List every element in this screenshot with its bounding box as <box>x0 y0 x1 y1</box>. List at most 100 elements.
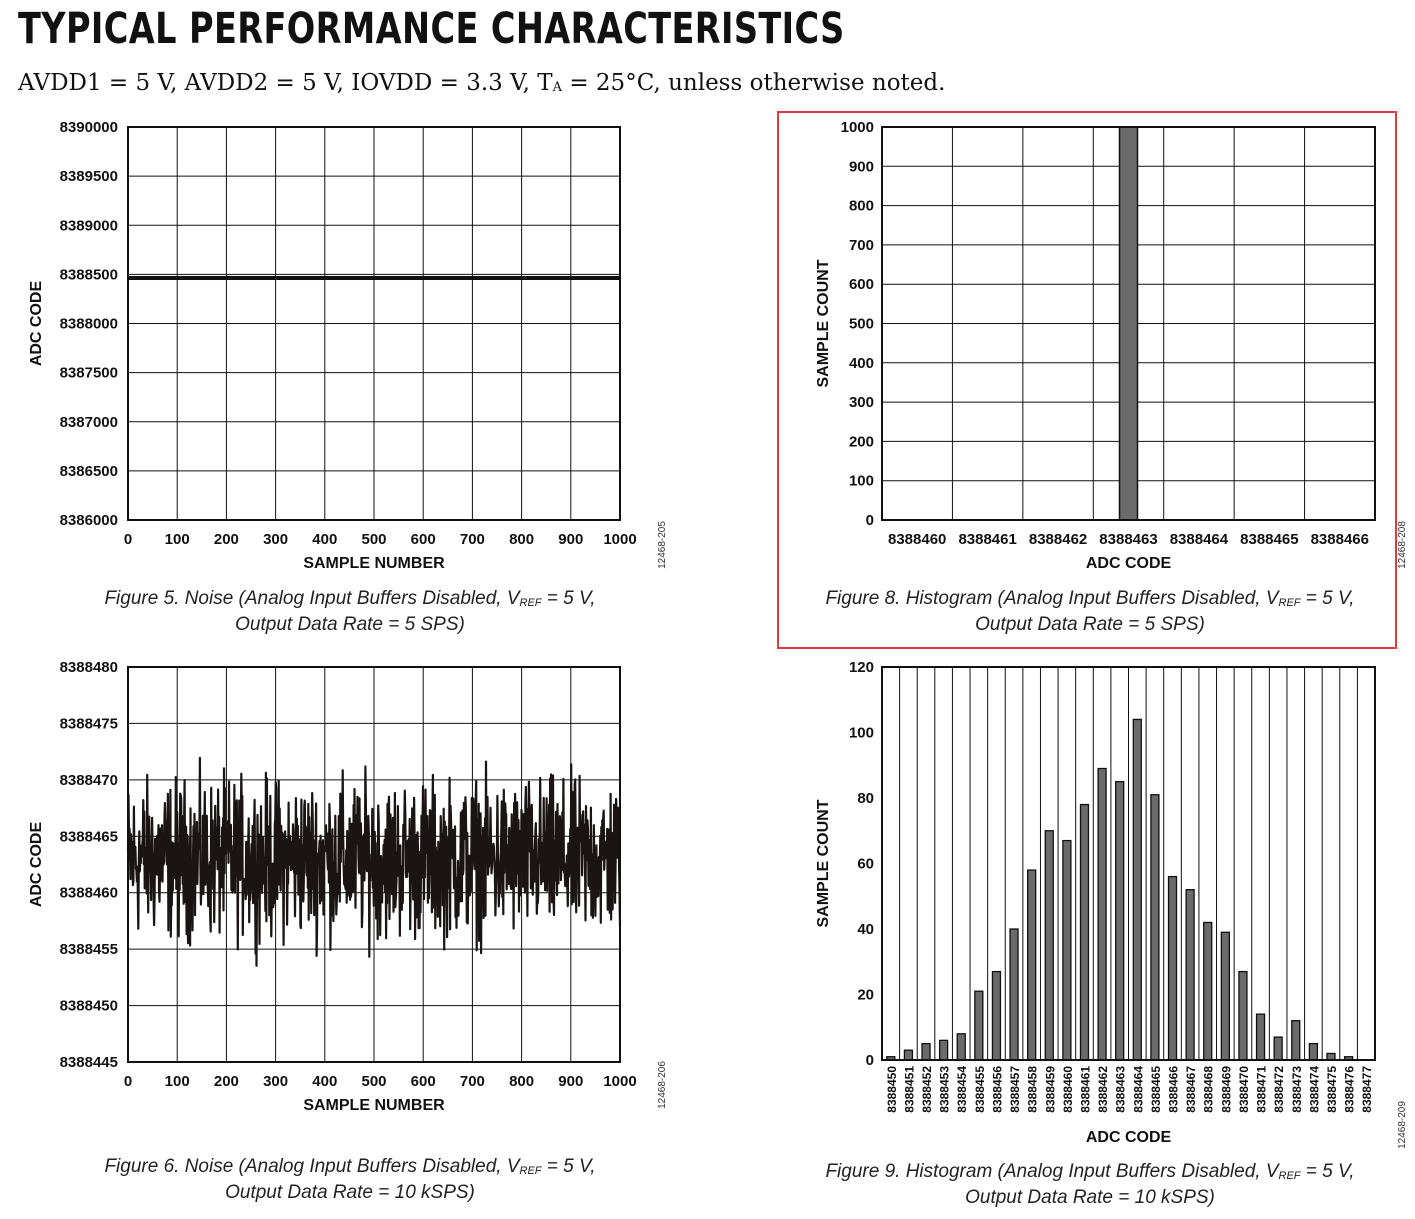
caption-fig6-line2: Output Data Rate = 10 kSPS) <box>225 1182 475 1203</box>
fig8-y-tick-label: 700 <box>849 237 874 254</box>
fig9-x-tick-label: 8388466 <box>1167 1066 1181 1113</box>
fig5-figure-id: 12468-205 <box>657 521 668 569</box>
fig8-x-tick-label: 8388464 <box>1170 531 1229 548</box>
fig9-bar <box>938 1039 949 1061</box>
caption-fig5: Figure 5. Noise (Analog Input Buffers Di… <box>40 587 660 637</box>
fig5-x-tick-label: 0 <box>124 531 132 548</box>
fig8-x-tick-label: 8388466 <box>1311 531 1369 548</box>
conditions-part1: AVDD1 = 5 V, AVDD2 = 5 V, IOVDD = 3.3 V,… <box>18 70 553 96</box>
caption-fig9-prefix: Figure 9. Histogram (Analog Input Buffer… <box>825 1161 1279 1182</box>
fig8-figure-id: 12468-208 <box>1397 521 1408 569</box>
fig9-x-tick-label: 8388474 <box>1307 1066 1321 1113</box>
fig9-x-tick-label: 8388461 <box>1078 1066 1092 1113</box>
fig5-x-tick-label: 100 <box>165 531 190 548</box>
fig6-y-tick-label: 8388450 <box>60 998 118 1015</box>
caption-fig8-suffix: = 5 V, <box>1300 588 1355 609</box>
fig9-bar <box>1185 889 1195 1061</box>
page-heading: TYPICAL PERFORMANCE CHARACTERISTICS <box>18 4 845 54</box>
fig9-bar <box>1291 1020 1301 1061</box>
fig6-y-tick-label: 8388445 <box>60 1054 118 1071</box>
fig6-x-tick-label: 900 <box>558 1073 583 1090</box>
fig8-x-tick-label: 8388462 <box>1029 531 1087 548</box>
fig8-x-tick-label: 8388461 <box>958 531 1016 548</box>
fig9-x-tick-label: 8388469 <box>1219 1066 1233 1113</box>
fig9-x-tick-label: 8388473 <box>1290 1066 1304 1113</box>
fig6-x-tick-label: 400 <box>312 1073 337 1090</box>
fig9-x-tick-label: 8388458 <box>1026 1066 1040 1113</box>
fig9-bar <box>921 1042 931 1061</box>
fig9-x-tick-label: 8388462 <box>1096 1066 1110 1113</box>
fig6-figure-id: 12468-206 <box>657 1061 668 1109</box>
fig9-x-tick-label: 8388470 <box>1237 1066 1251 1113</box>
fig5-x-tick-label: 700 <box>460 531 485 548</box>
fig9-bar <box>991 970 1002 1061</box>
fig9-bar <box>1115 780 1125 1061</box>
fig9-y-axis-label: SAMPLE COUNT <box>815 799 832 927</box>
caption-fig8: Figure 8. Histogram (Analog Input Buffer… <box>790 587 1390 637</box>
caption-fig8-prefix: Figure 8. Histogram (Analog Input Buffer… <box>825 588 1279 609</box>
caption-fig9: Figure 9. Histogram (Analog Input Buffer… <box>790 1160 1390 1210</box>
fig9-x-tick-label: 8388465 <box>1149 1066 1163 1113</box>
fig6-y-tick-label: 8388470 <box>60 772 118 789</box>
fig8-x-axis-label: ADC CODE <box>1086 555 1172 572</box>
fig6-x-tick-label: 0 <box>124 1073 132 1090</box>
fig9-figure-id: 12468-209 <box>1397 1101 1408 1149</box>
fig6-y-tick-label: 8388475 <box>60 715 118 732</box>
fig9-y-tick-label: 0 <box>866 1052 874 1069</box>
fig5-y-tick-label: 8388000 <box>60 316 118 333</box>
fig5-y-tick-label: 8387500 <box>60 365 118 382</box>
fig6-x-tick-label: 800 <box>509 1073 534 1090</box>
fig6-x-tick-label: 100 <box>165 1073 190 1090</box>
fig6-x-tick-label: 300 <box>263 1073 288 1090</box>
fig9-bar <box>1062 839 1072 1061</box>
fig6-y-tick-label: 8388480 <box>60 659 118 676</box>
fig9-x-tick-label: 8388456 <box>990 1066 1004 1113</box>
fig8-x-tick-label: 8388463 <box>1099 531 1157 548</box>
fig9-bar <box>1027 869 1037 1061</box>
fig5-x-tick-label: 800 <box>509 531 534 548</box>
fig8-y-tick-label: 500 <box>849 316 874 333</box>
conditions-part2: = 25°C, unless otherwise noted. <box>562 70 946 96</box>
fig9-bar <box>1044 830 1054 1061</box>
fig5-y-tick-label: 8386500 <box>60 463 118 480</box>
fig5-x-tick-label: 900 <box>558 531 583 548</box>
fig5-noise-trace <box>128 276 620 281</box>
fig5-x-tick-label: 1000 <box>603 531 636 548</box>
caption-fig8-line2: Output Data Rate = 5 SPS) <box>975 614 1205 635</box>
fig9-x-tick-label: 8388457 <box>1008 1066 1022 1113</box>
fig9-x-tick-label: 8388455 <box>973 1066 987 1113</box>
fig9-bar <box>1150 794 1160 1061</box>
fig5-y-tick-label: 8389000 <box>60 217 118 234</box>
fig5-x-tick-label: 400 <box>312 531 337 548</box>
fig5-y-axis-label: ADC CODE <box>28 281 45 367</box>
fig9-bar <box>956 1033 966 1061</box>
fig6-plot-frame <box>127 666 621 1063</box>
fig8-y-tick-label: 1000 <box>841 119 874 136</box>
fig9-bar <box>1308 1042 1319 1061</box>
fig8-x-tick-label: 8388460 <box>888 531 946 548</box>
caption-fig6-suffix: = 5 V, <box>541 1156 596 1177</box>
fig8-y-tick-label: 0 <box>866 512 874 529</box>
caption-fig9-line2: Output Data Rate = 10 kSPS) <box>965 1187 1215 1208</box>
fig9-plot-frame <box>881 666 1376 1061</box>
caption-fig9-sub: REF <box>1278 1170 1301 1182</box>
fig9-bar <box>1132 718 1142 1061</box>
fig6-x-tick-label: 500 <box>361 1073 386 1090</box>
fig9-bar <box>1220 931 1230 1061</box>
conditions-subscript: A <box>552 80 563 95</box>
fig9-x-tick-label: 8388475 <box>1325 1066 1339 1113</box>
fig5-plot-frame <box>127 126 621 521</box>
caption-fig9-suffix: = 5 V, <box>1300 1161 1355 1182</box>
fig9-bar <box>1255 1013 1266 1061</box>
fig9-bar <box>974 990 984 1061</box>
fig9-x-tick-label: 8388468 <box>1202 1066 1216 1113</box>
fig9-y-tick-label: 80 <box>857 790 874 807</box>
fig5-x-axis-label: SAMPLE NUMBER <box>303 555 445 572</box>
fig8-y-tick-label: 800 <box>849 198 874 215</box>
fig5-x-tick-label: 200 <box>214 531 239 548</box>
fig9-x-tick-label: 8388464 <box>1131 1066 1145 1113</box>
fig8-y-axis-label: SAMPLE COUNT <box>815 259 832 387</box>
fig9-bar <box>1273 1036 1283 1061</box>
fig9-x-tick-label: 8388477 <box>1360 1066 1374 1113</box>
